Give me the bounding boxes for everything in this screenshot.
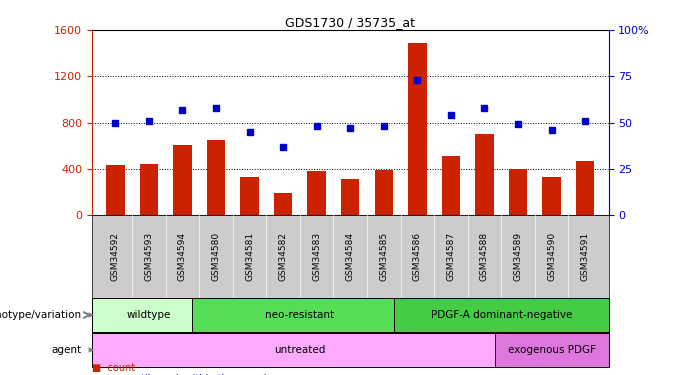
Text: GSM34592: GSM34592 [111, 232, 120, 281]
Text: ■  percentile rank within the sample: ■ percentile rank within the sample [92, 374, 272, 375]
FancyBboxPatch shape [92, 333, 508, 367]
FancyBboxPatch shape [192, 298, 407, 332]
Text: GSM34587: GSM34587 [446, 232, 456, 281]
Bar [106, 165, 124, 215]
Text: ■  count: ■ count [92, 363, 135, 373]
FancyBboxPatch shape [92, 298, 206, 332]
Text: GSM34586: GSM34586 [413, 232, 422, 281]
Text: neo-resistant: neo-resistant [265, 310, 335, 320]
Text: genotype/variation: genotype/variation [0, 310, 82, 320]
Bar [207, 140, 225, 215]
FancyBboxPatch shape [494, 333, 609, 367]
Bar [408, 43, 426, 215]
Text: GSM34590: GSM34590 [547, 232, 556, 281]
Text: GSM34594: GSM34594 [178, 232, 187, 281]
Bar [173, 145, 192, 215]
Text: GSM34588: GSM34588 [480, 232, 489, 281]
Text: GSM34582: GSM34582 [279, 232, 288, 281]
Text: exogenous PDGF: exogenous PDGF [507, 345, 596, 355]
FancyBboxPatch shape [394, 298, 609, 332]
Text: agent: agent [51, 345, 82, 355]
Text: GSM34591: GSM34591 [581, 232, 590, 281]
Text: wildtype: wildtype [126, 310, 171, 320]
Text: GSM34583: GSM34583 [312, 232, 321, 281]
Title: GDS1730 / 35735_at: GDS1730 / 35735_at [285, 16, 415, 29]
Bar [475, 134, 494, 215]
Bar [341, 179, 360, 215]
Text: GSM34589: GSM34589 [513, 232, 522, 281]
Bar [509, 169, 527, 215]
Bar [441, 156, 460, 215]
Bar [274, 193, 292, 215]
Bar [240, 177, 259, 215]
Bar [139, 164, 158, 215]
Bar [307, 171, 326, 215]
FancyBboxPatch shape [92, 215, 609, 297]
Text: GSM34580: GSM34580 [211, 232, 220, 281]
Text: untreated: untreated [274, 345, 326, 355]
Text: GSM34584: GSM34584 [345, 232, 355, 281]
Text: GSM34585: GSM34585 [379, 232, 388, 281]
Text: GSM34593: GSM34593 [144, 232, 154, 281]
Text: PDGF-A dominant-negative: PDGF-A dominant-negative [430, 310, 572, 320]
Text: GSM34581: GSM34581 [245, 232, 254, 281]
Bar [375, 170, 393, 215]
Bar [543, 177, 561, 215]
Bar [576, 161, 594, 215]
